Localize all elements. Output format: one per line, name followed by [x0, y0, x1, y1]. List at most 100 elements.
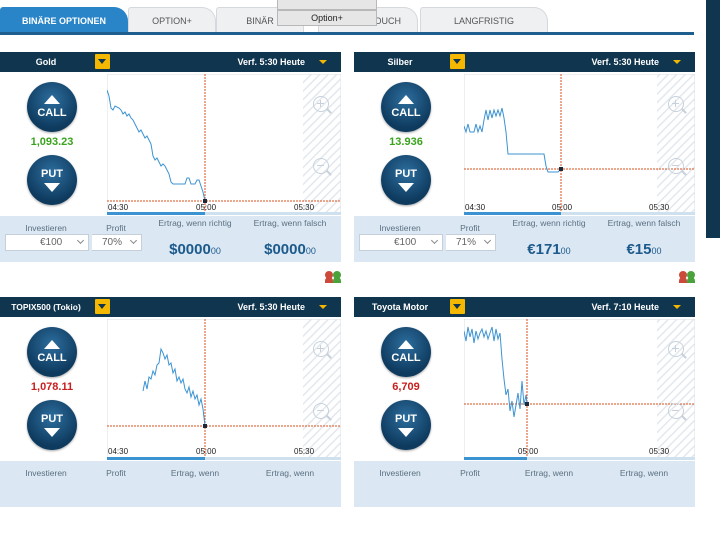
- call-label: CALL: [37, 352, 67, 364]
- arrow-up-icon: [398, 95, 414, 104]
- popup-label: Option+: [311, 13, 343, 23]
- call-button[interactable]: CALL: [27, 82, 77, 132]
- price-line: [464, 107, 562, 173]
- zoom-out-icon[interactable]: [313, 158, 329, 174]
- time-label-start: 04:30: [465, 203, 486, 212]
- arrow-up-icon: [398, 340, 414, 349]
- call-label: CALL: [391, 107, 421, 119]
- social-traders-icon[interactable]: [325, 271, 341, 283]
- invest-select[interactable]: €100: [5, 234, 89, 251]
- return-right-main: $0000: [169, 241, 211, 258]
- elapsed-bar: [464, 457, 527, 460]
- put-button[interactable]: PUT: [27, 400, 77, 450]
- put-button[interactable]: PUT: [381, 155, 431, 205]
- call-button[interactable]: CALL: [381, 327, 431, 377]
- invest-header: Investieren: [25, 468, 67, 478]
- put-button[interactable]: PUT: [27, 155, 77, 205]
- zoom-in-icon[interactable]: [313, 96, 329, 112]
- tab-label: LANGFRISTIG: [453, 15, 514, 26]
- tab-underline: [0, 32, 694, 35]
- profit-select[interactable]: 71%: [446, 234, 496, 251]
- asset-dropdown-icon[interactable]: [450, 299, 465, 314]
- return-wrong-value: $000000: [240, 241, 340, 258]
- return-wrong-header: Ertrag, wenn falsch: [607, 218, 681, 228]
- profit-header: Profit: [106, 468, 126, 478]
- asset-name: Toyota Motor: [371, 302, 429, 312]
- time-label-expiry: 05:30: [294, 447, 315, 456]
- expiry-dropdown-icon[interactable]: [319, 305, 327, 309]
- expiry-dropdown-icon[interactable]: [319, 60, 327, 64]
- price-line: [107, 89, 206, 202]
- profit-select[interactable]: 70%: [92, 234, 142, 251]
- put-button[interactable]: PUT: [381, 400, 431, 450]
- profit-value: 71%: [456, 237, 477, 248]
- arrow-down-icon: [44, 428, 60, 437]
- asset-panel-gold: Gold Verf. 5:30 Heute CALL 1,093.23 PUT …: [0, 52, 341, 292]
- time-label-now: 05:00: [196, 203, 217, 212]
- panel-header: Silber Verf. 5:30 Heute: [354, 52, 695, 72]
- current-price: 13.936: [389, 136, 423, 148]
- return-right-value: €17100: [499, 241, 599, 258]
- call-button[interactable]: CALL: [27, 327, 77, 377]
- return-right-header: Ertrag, wenn: [524, 468, 574, 478]
- asset-dropdown-icon[interactable]: [95, 299, 110, 314]
- price-chart: 04:30 05:00 05:30: [107, 74, 341, 215]
- profit-header: Profit: [460, 468, 480, 478]
- time-label-expiry: 05:30: [649, 203, 670, 212]
- return-right-main: €171: [527, 241, 561, 258]
- price-chart-svg: [464, 74, 695, 215]
- zoom-in-icon[interactable]: [668, 96, 684, 112]
- trade-bar: Investieren €100 Profit 70% Ertrag, wenn…: [0, 216, 341, 262]
- current-price: 1,078.11: [30, 381, 74, 393]
- social-traders-icon[interactable]: [679, 271, 695, 283]
- time-label-expiry: 05:30: [649, 447, 670, 456]
- invest-select[interactable]: €100: [359, 234, 443, 251]
- asset-dropdown-icon[interactable]: [450, 54, 465, 69]
- zoom-in-icon[interactable]: [668, 341, 684, 357]
- expiry-dropdown-icon[interactable]: [673, 60, 681, 64]
- expiry-dropdown-icon[interactable]: [673, 305, 681, 309]
- expiry-label[interactable]: Verf. 5:30 Heute: [237, 302, 305, 312]
- put-label: PUT: [395, 413, 417, 425]
- arrow-down-icon: [398, 183, 414, 192]
- current-point: [559, 167, 563, 171]
- tab-binary-options[interactable]: BINÄRE OPTIONEN: [0, 7, 128, 33]
- price-chart-svg: [107, 319, 341, 460]
- expiry-label[interactable]: Verf. 5:30 Heute: [591, 57, 659, 67]
- asset-dropdown-icon[interactable]: [95, 54, 110, 69]
- arrow-down-icon: [398, 428, 414, 437]
- profit-header: Profit: [106, 223, 126, 233]
- price-chart: 04:30 05:00 05:30: [464, 74, 698, 215]
- expiry-label[interactable]: Verf. 5:30 Heute: [237, 57, 305, 67]
- call-label: CALL: [391, 352, 421, 364]
- return-wrong-cents: 00: [305, 246, 316, 256]
- price-line: [142, 347, 206, 427]
- zoom-out-icon[interactable]: [313, 403, 329, 419]
- return-wrong-header: Ertrag, wenn falsch: [253, 218, 327, 228]
- invest-header: Investieren: [379, 223, 421, 233]
- return-right-header: Ertrag, wenn richtig: [158, 218, 232, 228]
- call-button[interactable]: CALL: [381, 82, 431, 132]
- expiry-label[interactable]: Verf. 7:10 Heute: [591, 302, 659, 312]
- price-chart-svg: [107, 74, 341, 215]
- invest-value: €100: [394, 237, 417, 248]
- tab-option-plus[interactable]: OPTION+: [128, 7, 216, 33]
- panel-header: Toyota Motor Verf. 7:10 Heute: [354, 297, 695, 317]
- chevron-down-icon: [430, 236, 439, 245]
- invest-header: Investieren: [25, 223, 67, 233]
- asset-name: Gold: [35, 57, 57, 67]
- price-line: [464, 326, 528, 418]
- tab-label: OPTION+: [152, 15, 192, 26]
- zoom-out-icon[interactable]: [668, 403, 684, 419]
- option-plus-popup[interactable]: Option+: [277, 10, 377, 26]
- return-wrong-main: €15: [626, 241, 652, 258]
- zoom-out-icon[interactable]: [668, 158, 684, 174]
- zoom-in-icon[interactable]: [313, 341, 329, 357]
- tab-long-term[interactable]: LANGFRISTIG: [420, 7, 548, 33]
- arrow-up-icon: [44, 95, 60, 104]
- asset-name: Silber: [387, 57, 413, 67]
- return-wrong-main: $0000: [264, 241, 306, 258]
- tab-label: BINÄRE OPTIONEN: [21, 15, 106, 26]
- tab-label: OUCH: [374, 15, 402, 26]
- time-label-now: 05:00: [518, 447, 539, 456]
